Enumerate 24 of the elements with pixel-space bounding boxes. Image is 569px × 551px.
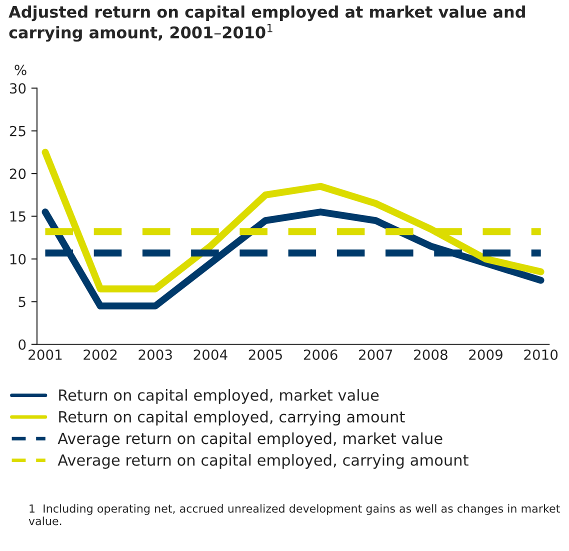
y-tick-label: 15 bbox=[10, 211, 26, 222]
legend-label: Return on capital employed, market value bbox=[59, 389, 379, 404]
y-tick-label: 0 bbox=[18, 339, 26, 350]
y-tick-label: 25 bbox=[10, 126, 26, 136]
y-tick-label: 5 bbox=[18, 296, 26, 308]
chart-title: Adjusted return on capital employed at market value and carrying amount, 2001–2010$^{1}$ bbox=[8, 6, 525, 42]
x-tick-label: 2009 bbox=[469, 349, 502, 360]
text: 1 Including operating net, accrued unrealized development gains as well as changes in market value. bbox=[28, 504, 560, 526]
x-tick-label: 2003 bbox=[138, 349, 172, 360]
x-tick-label: 2002 bbox=[84, 349, 117, 360]
legend-label: Average return on capital employed, carrying amount bbox=[58, 454, 468, 469]
x-tick-label: 2001 bbox=[28, 349, 62, 360]
y-tick-label: 10 bbox=[10, 254, 26, 264]
x-tick-label: 2007 bbox=[358, 349, 392, 360]
x-tick-label: 2008 bbox=[414, 349, 448, 360]
legend-label: Return on capital employed, carrying amount bbox=[59, 410, 405, 426]
y-tick-label: 20 bbox=[10, 168, 26, 180]
y-axis-title: % bbox=[14, 64, 26, 76]
x-tick-label: 2004 bbox=[194, 349, 228, 360]
x-tick-label: 2010 bbox=[524, 349, 558, 360]
x-tick-label: 2006 bbox=[304, 349, 338, 360]
x-tick-label: 2005 bbox=[248, 349, 282, 360]
y-tick-label: 30 bbox=[10, 83, 26, 94]
legend-label: Average return on capital employed, market value bbox=[58, 432, 442, 448]
